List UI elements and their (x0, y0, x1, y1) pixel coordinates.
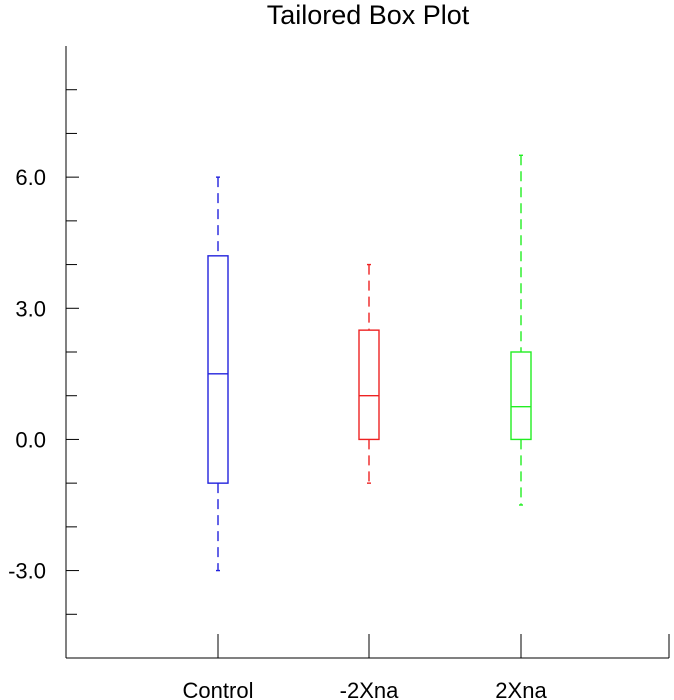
box-control (207, 176, 229, 572)
boxes (207, 154, 532, 572)
iqr-box (207, 255, 229, 484)
x-tick-label: 2Xna (495, 678, 547, 700)
y-tick-label: 0.0 (15, 427, 46, 452)
iqr-box (358, 329, 380, 441)
y-tick-label: 6.0 (15, 165, 46, 190)
x-tick-label: Control (183, 678, 254, 700)
chart-title: Tailored Box Plot (267, 0, 470, 30)
y-tick-label: 3.0 (15, 296, 46, 321)
y-tick-label: -3.0 (8, 559, 46, 584)
box--2xna (358, 263, 380, 484)
x-tick-label: -2Xna (340, 678, 399, 700)
box-2xna (510, 154, 532, 506)
axes: -3.0 0.0 3.0 6.0 Control -2Xna 2Xna (8, 46, 670, 700)
iqr-box (510, 351, 532, 441)
